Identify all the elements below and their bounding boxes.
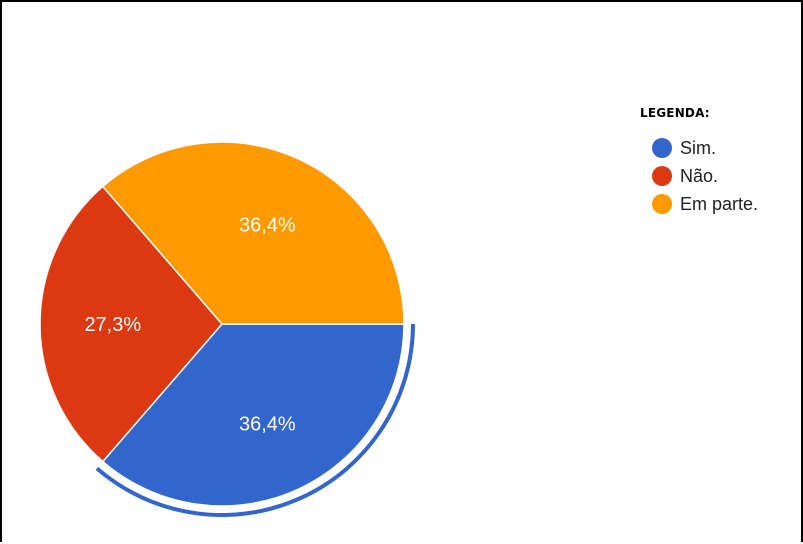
pie-slice-highlight-sim <box>95 323 415 517</box>
pie-slice-nao[interactable] <box>39 185 223 463</box>
pie-label-sim: 36,4% <box>239 413 296 435</box>
legend-item-em-parte[interactable]: Em parte. <box>640 190 800 218</box>
legend: LEGENDA: Sim. Não. Em parte. <box>640 106 800 218</box>
pie-slice-sim[interactable] <box>101 323 405 507</box>
legend-title: LEGENDA: <box>640 106 710 120</box>
legend-label-em-parte: Em parte. <box>680 193 759 214</box>
legend-item-nao[interactable]: Não. <box>640 162 800 190</box>
pie-label-nao: 27,3% <box>84 314 141 336</box>
legend-swatch-sim <box>652 138 672 158</box>
legend-label-sim: Sim. <box>680 137 716 158</box>
pie-label-em-parte: 36,4% <box>239 215 296 237</box>
legend-item-sim[interactable]: Sim. <box>640 134 800 162</box>
legend-swatch-em-parte <box>652 194 672 214</box>
legend-swatch-nao <box>652 166 672 186</box>
legend-label-nao: Não. <box>680 165 719 186</box>
pie-slice-em-parte[interactable] <box>101 141 405 325</box>
